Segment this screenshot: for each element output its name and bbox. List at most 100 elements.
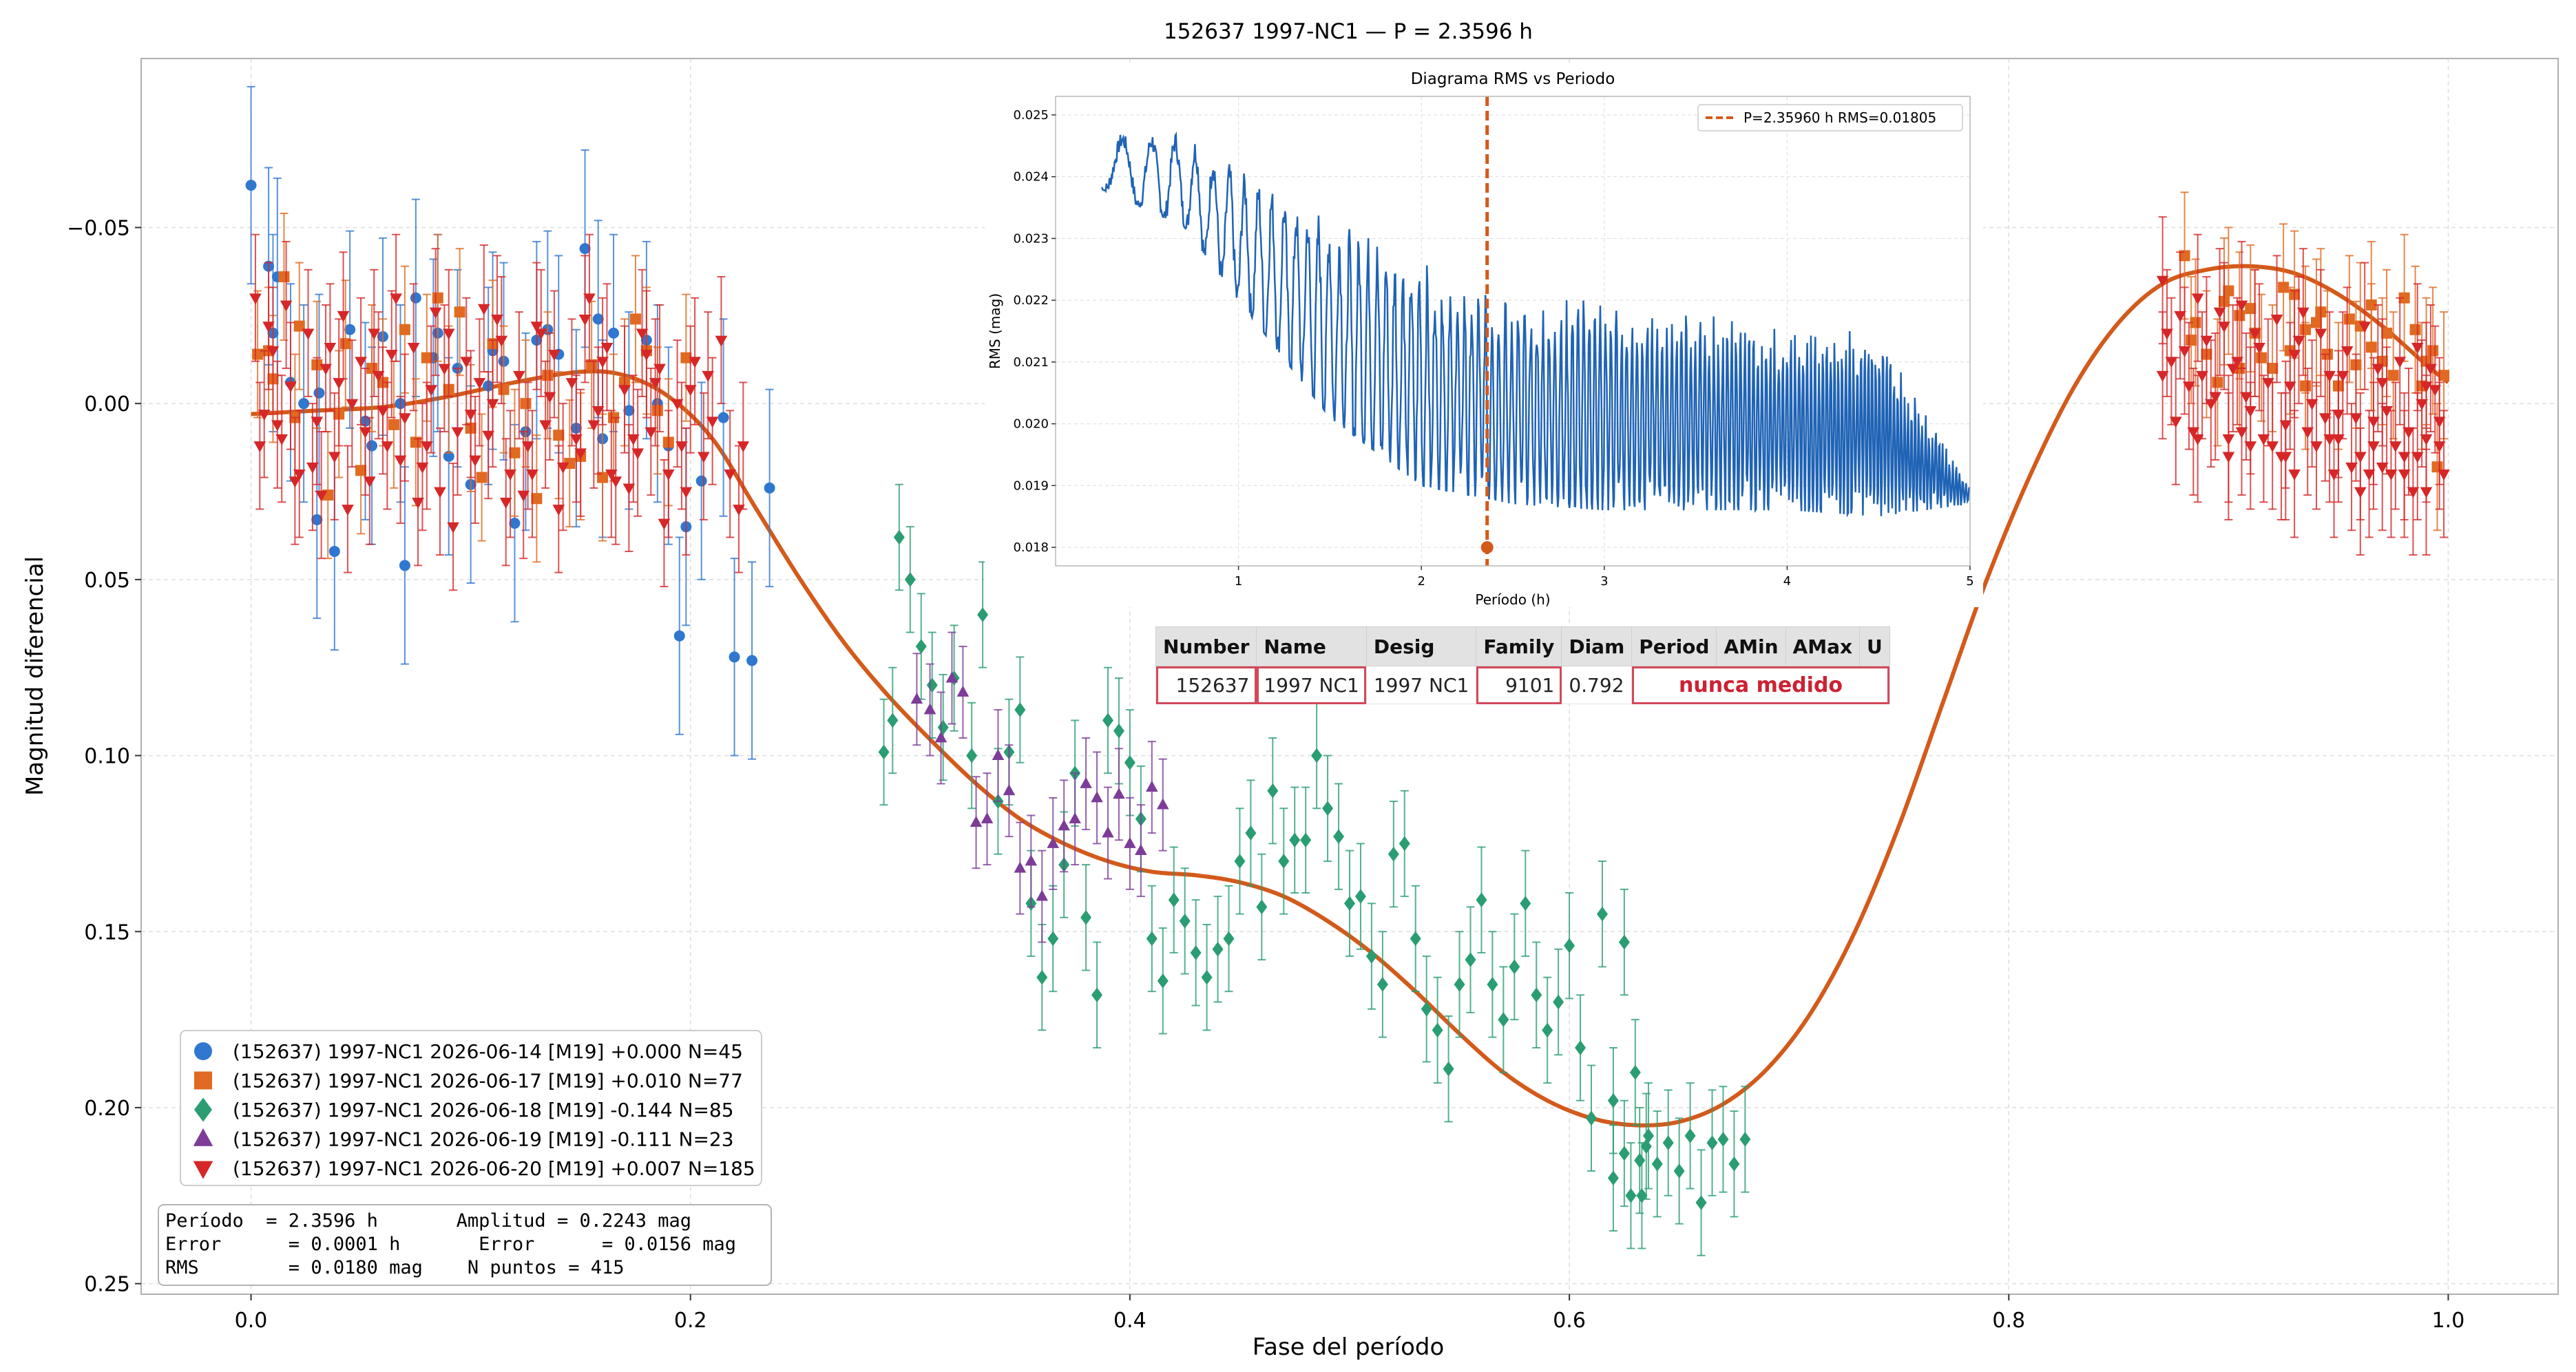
data-point [574,448,587,460]
data-point [1542,1022,1553,1038]
legend-marker [193,1161,213,1179]
data-point [2156,275,2169,287]
data-point [2327,469,2341,481]
stats-line-3: RMS = 0.0180 mag N puntos = 415 [165,1257,624,1278]
data-point [333,378,345,390]
data-point [543,392,556,403]
data-point [2310,441,2323,453]
data-point [451,427,464,439]
data-point [2174,310,2186,322]
data-point [491,315,503,326]
data-point [1651,1156,1663,1172]
data-point [410,292,421,304]
data-point [280,300,293,312]
data-point [934,731,947,743]
data-point [629,313,641,325]
data-point [1642,1128,1654,1143]
data-point [1014,861,1027,873]
main-plot: 0.0 0.2 0.4 0.6 0.8 1.0 −0.05 0.00 0.05 0.10 0.15 0… [67,58,2559,1333]
data-point [2385,469,2398,481]
stats-line-1: Período = 2.3596 h Amplitud = 0.2243 mag [165,1210,691,1232]
data-point [1487,977,1498,992]
table-header-row: Number Name Desig Family Diam Period AMi… [1155,626,1890,666]
data-point [1003,784,1016,796]
data-point [1553,994,1564,1010]
data-point [460,357,473,368]
data-point [366,440,378,452]
data-point [355,465,367,476]
data-point [887,713,899,728]
data-point [904,572,916,587]
data-point [1124,754,1135,770]
data-point [328,452,341,463]
data-point [399,413,411,425]
data-point [578,315,591,326]
inset-y-label: RMS (mag) [987,293,1003,369]
stats-box: Período = 2.3596 h Amplitud = 0.2243 mag… [158,1204,772,1286]
legend-label: (152637) 1997-NC1 2026-06-19 [M19] -0.11… [233,1128,734,1151]
data-point [923,703,936,715]
data-point [570,434,583,445]
inset-legend-label: P=2.35960 h RMS=0.01805 [1743,109,1936,126]
data-point [1080,777,1092,788]
data-point [442,328,455,340]
legend-marker [194,1097,212,1122]
data-point [399,324,410,335]
data-point [2371,363,2385,375]
col-u: U [1859,626,1890,666]
data-point [2416,399,2428,410]
data-point [315,490,328,502]
data-point [2409,324,2421,335]
x-tick-label: 1.0 [2432,1309,2465,1333]
data-point [262,321,275,333]
data-point [364,476,376,488]
data-point [245,180,257,191]
data-point [1365,949,1377,964]
data-point [2433,441,2446,453]
series-4 [910,631,1169,943]
data-point [2222,452,2235,463]
cell-family: 9101 [1476,666,1562,704]
data-point [671,399,684,410]
data-point [530,321,543,333]
data-point [298,398,310,410]
data-point [2262,378,2274,390]
data-point [597,472,609,483]
data-point [2387,370,2399,381]
data-point [1586,1110,1597,1126]
data-point [764,482,775,494]
data-point [645,427,658,439]
period-marker-point [1480,541,1494,554]
data-point [1739,1132,1751,1147]
data-point [2179,250,2190,262]
data-point [2341,346,2354,358]
data-point [729,651,740,663]
y-tick-label: 0.00 [84,392,130,416]
col-number: Number [1155,626,1257,666]
data-point [1662,1135,1674,1150]
data-point [1625,1188,1637,1203]
data-point [1465,952,1476,967]
data-point [2305,399,2318,410]
data-point [1014,702,1026,717]
data-point [680,352,692,363]
data-point [377,405,389,417]
data-point [1596,906,1608,922]
data-point [915,639,927,654]
data-point [293,320,305,332]
data-point [2363,469,2376,481]
y-tick-label: 0.05 [84,569,130,593]
data-point [2398,469,2411,481]
data-point [2301,427,2314,439]
data-point [342,505,354,516]
data-point [1267,783,1279,799]
data-point [311,416,324,428]
data-point [698,452,710,463]
data-point [368,328,381,340]
data-point [636,328,649,340]
data-point [618,385,631,397]
data-point [702,370,715,382]
data-point [337,310,350,322]
data-point [1432,1022,1443,1038]
